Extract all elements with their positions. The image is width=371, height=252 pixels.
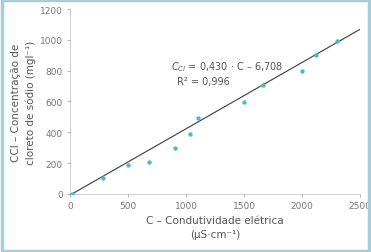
Text: $C_{Cl}$ = 0,430 · C – 6,708: $C_{Cl}$ = 0,430 · C – 6,708 <box>171 60 284 74</box>
Y-axis label: CCl – Concentração de
cloreto de sódio (mgl⁻¹): CCl – Concentração de cloreto de sódio (… <box>11 40 36 164</box>
Point <box>241 101 247 105</box>
Point <box>101 177 106 181</box>
Point <box>146 161 152 165</box>
Point <box>334 40 340 44</box>
Point <box>125 164 131 168</box>
Point <box>260 84 266 88</box>
Point <box>195 117 201 121</box>
Point <box>313 54 319 58</box>
X-axis label: C – Condutividade elétrica
(μS·cm⁻¹): C – Condutividade elétrica (μS·cm⁻¹) <box>147 215 284 239</box>
Point <box>187 132 193 136</box>
Text: R² = 0,996: R² = 0,996 <box>177 77 230 87</box>
Point <box>172 146 178 150</box>
Point <box>299 69 305 73</box>
Point <box>69 192 75 196</box>
